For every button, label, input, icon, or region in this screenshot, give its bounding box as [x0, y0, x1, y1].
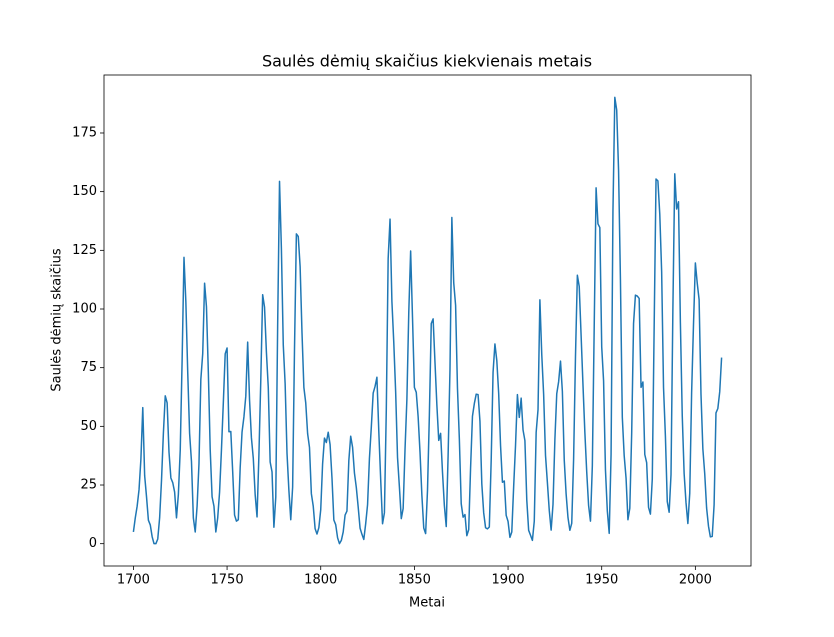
x-tick-label: 1900 [492, 573, 525, 588]
x-tick-label: 1750 [211, 573, 244, 588]
chart-title: Saulės dėmių skaičius kiekvienais metais [262, 52, 592, 71]
y-tick-label: 175 [72, 125, 97, 140]
x-axis-label: Metai [409, 596, 445, 611]
y-tick-label: 0 [89, 536, 97, 551]
y-tick-label: 150 [72, 184, 97, 199]
y-axis-label: Saulės dėmių skaičius [50, 248, 65, 392]
y-tick-label: 100 [72, 302, 97, 317]
y-tick-label: 50 [80, 419, 97, 434]
line-series [132, 96, 723, 545]
x-tick-label: 1950 [585, 573, 618, 588]
x-tick-label: 1850 [398, 573, 431, 588]
y-tick-label: 25 [80, 478, 97, 493]
plot-frame [103, 74, 752, 567]
y-tick-label: 125 [72, 243, 97, 258]
x-tick-label: 1800 [304, 573, 337, 588]
x-tick-label: 1700 [117, 573, 150, 588]
x-tick-label: 2000 [679, 573, 712, 588]
y-tick-label: 75 [80, 360, 97, 375]
